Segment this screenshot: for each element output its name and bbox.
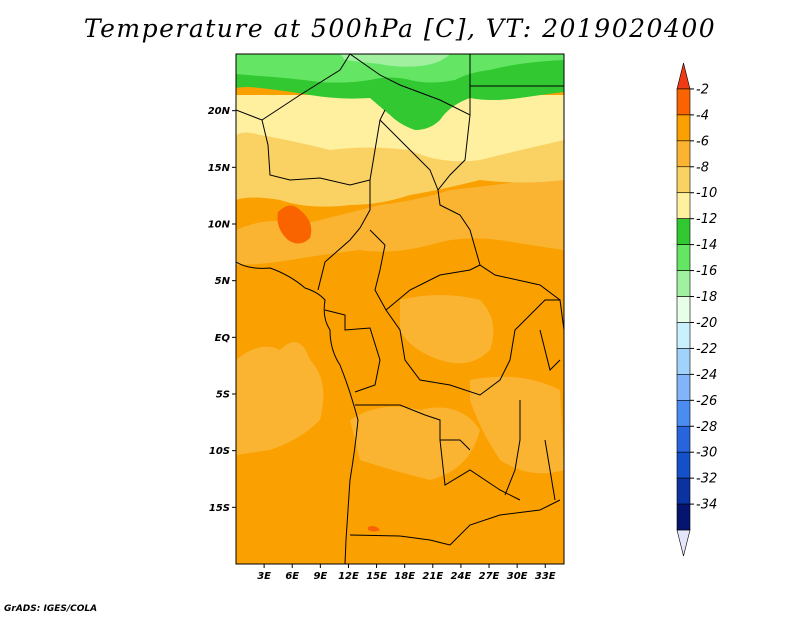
border-line [355, 404, 471, 451]
lon-tick-label: 33E [535, 571, 556, 582]
lat-tick-label: 15N [208, 163, 231, 174]
field-band [277, 205, 312, 244]
lat-tick-label: 5S [216, 390, 230, 401]
border-line [437, 114, 561, 301]
lon-tick-label: 6E [285, 571, 299, 582]
field-band [340, 54, 450, 67]
border-line [236, 109, 386, 186]
colorbar-swatch [676, 348, 691, 375]
border-line [385, 309, 511, 396]
colorbar-end-triangle [676, 529, 691, 557]
longitude-axis: 3E 6E 9E 12E 15E 18E 21E 24E 27E 30E 33E [257, 564, 556, 582]
lon-tick-label: 12E [338, 571, 359, 582]
lon-tick-label: 24E [451, 571, 472, 582]
lat-tick-label: 20N [208, 106, 231, 117]
colorbar-label: -32 [696, 472, 717, 487]
map-title: Temperature at 500hPa [C], VT: 201902040… [83, 14, 717, 43]
colorbar-swatch [676, 322, 691, 349]
temperature-field [236, 54, 564, 564]
lon-tick-label: 30E [507, 571, 528, 582]
colorbar-label: -16 [696, 264, 717, 279]
colorbar-swatch [676, 244, 691, 271]
lat-tick-label: 10S [209, 446, 230, 457]
colorbar-swatch [676, 192, 691, 219]
lat-tick-label: 10N [208, 220, 231, 231]
colorbar-label: -24 [696, 368, 717, 383]
colorbar-swatch [676, 114, 691, 142]
border-line [544, 439, 556, 501]
lat-tick-label: 15S [209, 503, 230, 514]
lon-tick-label: 9E [313, 571, 327, 582]
field-band [470, 376, 564, 474]
lon-tick-label: 27E [479, 571, 500, 582]
colorbar-swatch [676, 425, 691, 453]
colorbar-end-triangle [676, 62, 691, 90]
colorbar-swatch [676, 374, 691, 401]
colorbar-label: -10 [696, 186, 717, 201]
colorbar-label: -30 [696, 446, 717, 461]
lon-tick-label: 3E [257, 571, 271, 582]
colorbar-swatch [676, 140, 691, 168]
colorbar-label: -2 [696, 82, 709, 97]
lon-tick-label: 21E [422, 571, 443, 582]
lon-tick-label: 15E [366, 571, 387, 582]
field-band [236, 175, 564, 265]
colorbar-label: -34 [696, 498, 717, 513]
colorbar-label: -8 [696, 160, 709, 175]
border-line [317, 180, 371, 291]
colorbar-swatch [676, 270, 691, 297]
field-band [236, 342, 324, 455]
border-line [324, 309, 381, 393]
coastline [236, 261, 359, 564]
credit-text: GrADS: IGES/COLA [4, 604, 98, 614]
colorbar-label: -28 [696, 420, 717, 435]
colorbar-label: -6 [696, 134, 709, 149]
colorbar-legend: -2 -4 -6 -8 -10 -12 -14 -16 -18 -20 -22 -24 -26 -28 -3… [676, 62, 717, 557]
border-line [504, 400, 521, 496]
border-line [439, 439, 521, 501]
lon-tick-label: 18E [394, 571, 415, 582]
colorbar-label: -20 [696, 316, 717, 331]
country-borders [236, 54, 564, 564]
field-band [368, 526, 380, 532]
colorbar-label: -18 [696, 290, 717, 305]
colorbar-swatch [676, 477, 691, 505]
field-band [236, 54, 564, 83]
colorbar-swatch [676, 400, 691, 427]
border-line [261, 54, 351, 121]
lat-tick-label: EQ [215, 333, 231, 344]
map-frame [235, 53, 565, 565]
colorbar-label: -26 [696, 394, 717, 409]
field-band [350, 406, 480, 480]
border-line [539, 329, 561, 371]
colorbar-swatch [676, 166, 691, 194]
colorbar-swatch [676, 88, 691, 116]
colorbar-label: -22 [696, 342, 717, 357]
lat-tick-label: 5N [215, 276, 231, 287]
border-line [449, 499, 561, 546]
colorbar-label: -4 [696, 108, 709, 123]
colorbar-swatch [676, 218, 691, 245]
field-band [400, 295, 494, 364]
border-line [349, 54, 471, 116]
colorbar-swatch [676, 296, 691, 323]
colorbar-swatch [676, 503, 691, 531]
field-band [236, 95, 564, 162]
border-line [509, 299, 564, 361]
border-line [379, 119, 439, 191]
colorbar-swatch [676, 451, 691, 479]
colorbar-label: -12 [696, 212, 717, 227]
latitude-axis: 20N 15N 10N 5N EQ 5S 10S 15S [208, 106, 236, 514]
border-line [349, 534, 451, 546]
colorbar-label: -14 [696, 238, 717, 253]
